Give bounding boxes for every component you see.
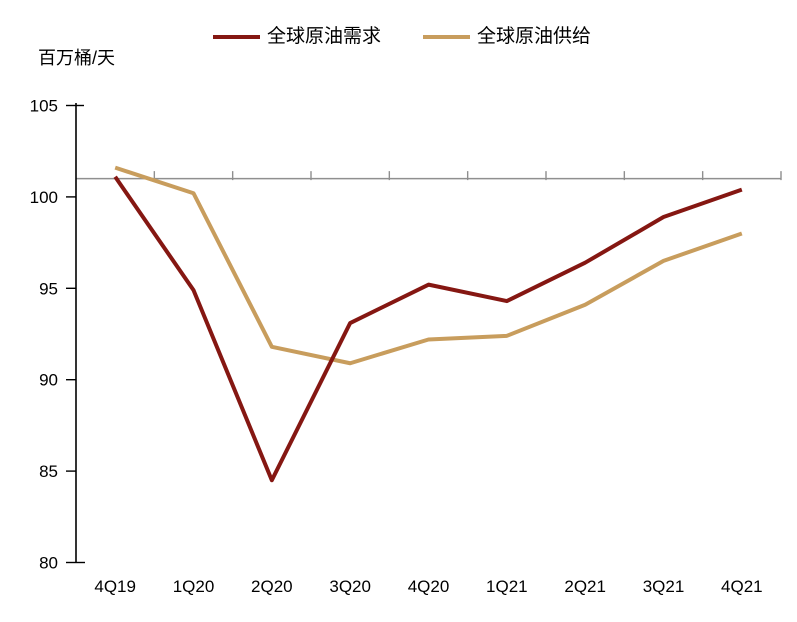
x-tick-label: 3Q21 xyxy=(643,577,685,596)
x-tick-label: 4Q21 xyxy=(721,577,763,596)
x-tick-label: 1Q21 xyxy=(486,577,528,596)
legend: 全球原油需求 全球原油供给 xyxy=(213,26,591,48)
supply-line-swatch xyxy=(423,35,471,39)
x-tick-label: 4Q20 xyxy=(408,577,450,596)
legend-item-demand: 全球原油需求 xyxy=(213,26,381,48)
x-tick-label: 2Q21 xyxy=(564,577,606,596)
y-tick-label: 95 xyxy=(39,279,58,298)
demand-line xyxy=(113,175,743,483)
x-tick-label: 3Q20 xyxy=(329,577,371,596)
y-tick-label: 100 xyxy=(30,188,58,207)
y-axis-unit-label: 百万桶/天 xyxy=(38,48,116,68)
demand-line-swatch xyxy=(213,35,260,39)
x-tick-label: 2Q20 xyxy=(251,577,293,596)
x-tick-label: 1Q20 xyxy=(173,577,215,596)
legend-label-supply: 全球原油供给 xyxy=(477,26,592,47)
y-tick-label: 80 xyxy=(39,554,58,573)
y-tick-label: 90 xyxy=(39,371,58,390)
supply-line xyxy=(114,165,743,366)
y-tick-label: 105 xyxy=(30,97,58,116)
x-tick-label: 4Q19 xyxy=(94,577,136,596)
legend-item-supply: 全球原油供给 xyxy=(423,26,591,48)
legend-label-demand: 全球原油需求 xyxy=(267,26,382,47)
y-tick-label: 85 xyxy=(39,462,58,481)
